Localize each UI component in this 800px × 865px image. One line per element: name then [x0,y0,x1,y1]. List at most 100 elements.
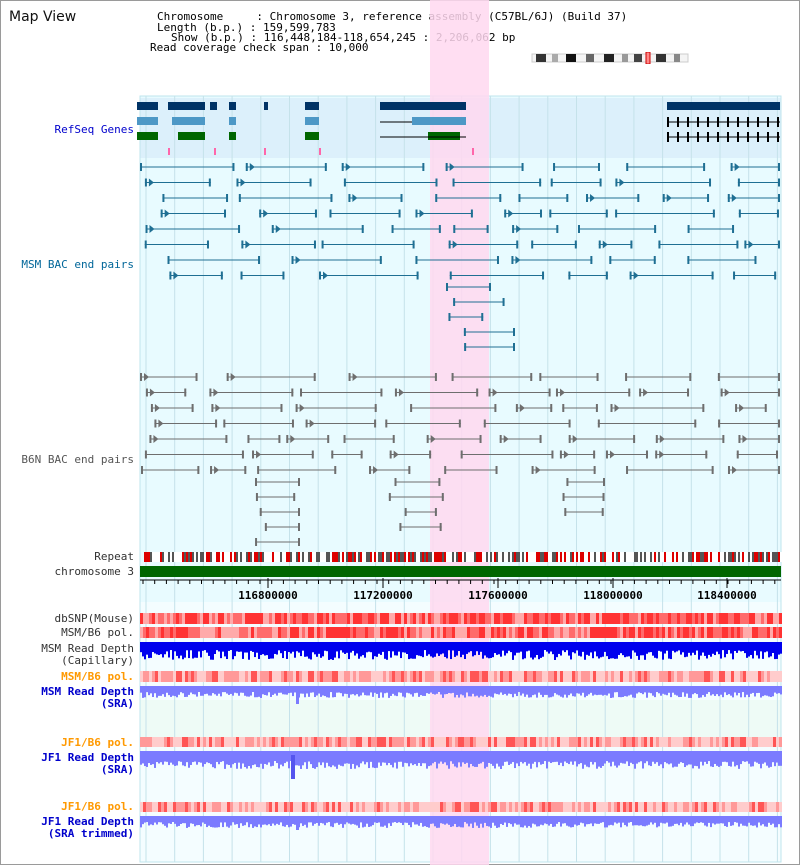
bac-pair-end [550,404,553,412]
read-depth-bar [334,642,336,658]
polymorphism-heat-cell [311,671,314,682]
read-depth-bar [220,816,222,823]
polymorphism-heat-cell [383,737,386,747]
polymorphism-heat-cell [527,613,530,624]
repeat-mark [290,552,292,562]
polymorphism-heat-cell [269,613,272,624]
refseq-genes-label[interactable]: RefSeq Genes [54,123,134,136]
polymorphism-heat-cell [566,613,569,624]
bac-pair-end [379,256,382,264]
read-depth-bar [490,751,492,764]
polymorphism-heat-cell [488,671,491,682]
bac-pair-end [738,435,741,443]
read-depth-bar [532,751,534,764]
polymorphism-heat-cell [695,737,698,747]
read-depth-bar [552,751,554,763]
read-depth-bar [198,686,200,693]
bac-pair-end [291,256,294,264]
read-depth-bar [746,642,748,658]
polymorphism-heat-cell [449,671,452,682]
read-depth-bar [240,816,242,824]
repeat-mark [288,552,290,562]
polymorphism-heat-cell [368,613,371,624]
read-depth-bar [672,642,674,651]
polymorphism-heat-cell [512,671,515,682]
polymorphism-heat-cell [434,737,437,747]
read-depth-bar [222,642,224,652]
read-depth-bar [566,751,568,763]
polymorphism-heat-cell [182,671,185,682]
read-depth-bar [152,751,154,765]
read-depth-bar [224,751,226,769]
chromosome-ideogram[interactable] [530,52,690,64]
read-depth-bar [162,642,164,658]
read-depth-bar [588,816,590,825]
read-depth-bar [286,751,288,762]
read-depth-bar [412,751,414,766]
polymorphism-heat-cell [311,627,314,638]
read-depth-bar [280,686,282,693]
polymorphism-heat-cell [593,671,596,682]
read-depth-bar [184,816,186,824]
read-depth-bar [394,751,396,763]
polymorphism-heat-cell [587,737,590,747]
polymorphism-heat-cell [773,802,776,812]
repeat-mark [224,552,226,562]
bac-pair-end [513,343,515,351]
repeat-mark [776,552,778,562]
polymorphism-heat-cell [644,613,647,624]
read-depth-bar [424,642,426,651]
polymorphism-heat-cell [578,627,581,638]
read-depth-bar [166,642,168,652]
b6n-bac-label[interactable]: B6N BAC end pairs [21,453,134,466]
bac-pair-end [658,240,661,249]
read-depth-bar [236,751,238,769]
read-depth-bar [476,642,478,652]
polymorphism-heat-cell [779,671,782,682]
polymorphism-heat-cell [707,802,710,812]
read-depth-bar [494,816,496,826]
read-depth-bar [722,686,724,698]
read-depth-bar [314,751,316,769]
read-depth-bar [154,686,156,694]
read-depth-bar [440,642,442,655]
read-depth-bar [326,642,328,652]
polymorphism-heat-cell [656,627,659,638]
polymorphism-heat-cell [299,613,302,624]
polymorphism-heat-cell [476,802,479,812]
repeat-mark [434,552,436,562]
polymorphism-heat-cell [230,671,233,682]
read-depth-bar [286,816,288,825]
read-depth-bar [596,751,598,769]
polymorphism-heat-cell [488,613,491,624]
sra-trimmed-sublabel: (SRA trimmed) [47,827,134,840]
read-depth-bar [170,751,172,763]
bac-pair-end [550,178,553,187]
read-depth-bar [184,751,186,767]
polymorphism-heat-cell [449,613,452,624]
read-depth-bar [386,686,388,693]
read-depth-bar [182,751,184,766]
read-depth-bar [596,686,598,696]
read-depth-bar [378,686,380,698]
repeat-mark [204,552,206,562]
bac-pair-end [445,163,448,171]
read-depth-bar [230,642,232,651]
polymorphism-heat-cell [149,671,152,682]
repeat-mark [730,552,732,562]
polymorphism-heat-cell [299,671,302,682]
read-depth-bar [704,686,706,697]
read-depth-bar [432,642,434,658]
read-depth-bar [384,686,386,694]
repeat-mark [358,552,360,562]
msm-bac-label[interactable]: MSM BAC end pairs [21,258,134,271]
polymorphism-heat-cell [674,671,677,682]
read-depth-bar [554,816,556,827]
repeat-mark [684,552,686,562]
bac-pair-end [331,450,334,459]
repeat-mark [246,552,248,562]
polymorphism-heat-cell [233,613,236,624]
polymorphism-heat-cell [341,802,344,812]
read-depth-bar [400,642,402,659]
